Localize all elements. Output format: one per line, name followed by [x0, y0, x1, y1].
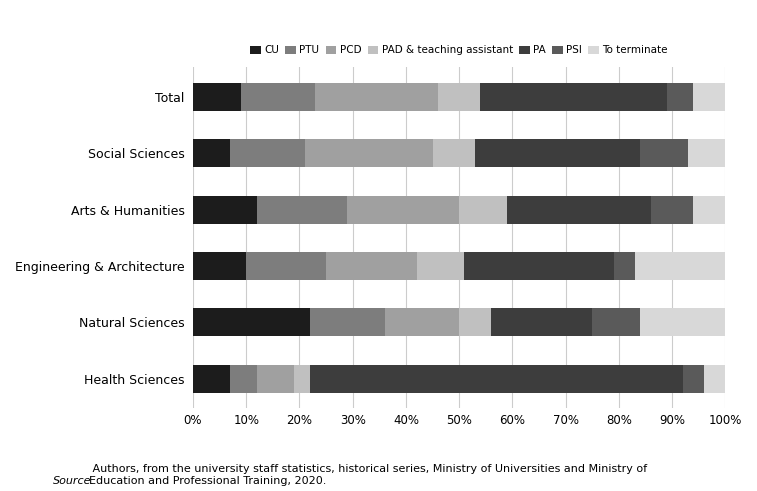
Bar — [416, 252, 465, 280]
Bar — [230, 365, 257, 393]
Bar — [257, 195, 347, 224]
Bar — [693, 83, 725, 111]
Bar — [310, 308, 385, 336]
Bar — [507, 195, 651, 224]
Bar — [635, 252, 725, 280]
Bar — [310, 365, 683, 393]
Bar — [241, 83, 316, 111]
Bar — [257, 365, 294, 393]
Bar — [347, 195, 459, 224]
Bar — [193, 83, 241, 111]
Bar — [193, 139, 230, 167]
Bar — [193, 252, 246, 280]
Bar — [683, 365, 704, 393]
Text: Source.: Source. — [53, 476, 95, 486]
Bar — [294, 365, 310, 393]
Bar — [432, 139, 475, 167]
Legend: CU, PTU, PCD, PAD & teaching assistant, PA, PSI, To terminate: CU, PTU, PCD, PAD & teaching assistant, … — [251, 45, 668, 55]
Bar — [459, 308, 491, 336]
Bar — [230, 139, 305, 167]
Bar — [640, 308, 725, 336]
Bar — [592, 308, 640, 336]
Bar — [491, 308, 592, 336]
Bar — [651, 195, 693, 224]
Bar — [193, 308, 310, 336]
Bar — [385, 308, 459, 336]
Bar — [693, 195, 725, 224]
Bar — [667, 83, 693, 111]
Bar — [326, 252, 416, 280]
Bar — [305, 139, 432, 167]
Bar — [438, 83, 481, 111]
Bar — [640, 139, 688, 167]
Bar — [459, 195, 507, 224]
Bar — [613, 252, 635, 280]
Bar — [688, 139, 725, 167]
Bar — [465, 252, 613, 280]
Bar — [193, 365, 230, 393]
Bar — [704, 365, 725, 393]
Text: Authors, from the university staff statistics, historical series, Ministry of Un: Authors, from the university staff stati… — [89, 464, 647, 486]
Bar — [316, 83, 438, 111]
Bar — [246, 252, 326, 280]
Bar — [475, 139, 640, 167]
Bar — [193, 195, 257, 224]
Bar — [481, 83, 667, 111]
